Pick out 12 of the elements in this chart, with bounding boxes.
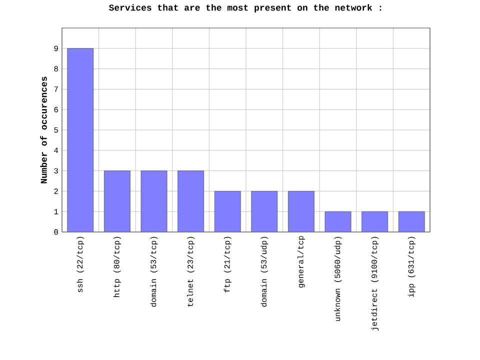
bar bbox=[325, 212, 352, 232]
bar bbox=[141, 170, 168, 232]
bar bbox=[178, 170, 204, 232]
bar bbox=[251, 191, 278, 232]
bar bbox=[398, 211, 425, 232]
bar bbox=[104, 170, 130, 232]
bar bbox=[288, 191, 314, 232]
bar bbox=[67, 48, 94, 232]
bar bbox=[214, 191, 241, 232]
y-axis-title: Number of occurences bbox=[40, 76, 47, 184]
bar bbox=[362, 212, 388, 232]
chart-title: Services that are the most present on the network : bbox=[108, 4, 382, 12]
